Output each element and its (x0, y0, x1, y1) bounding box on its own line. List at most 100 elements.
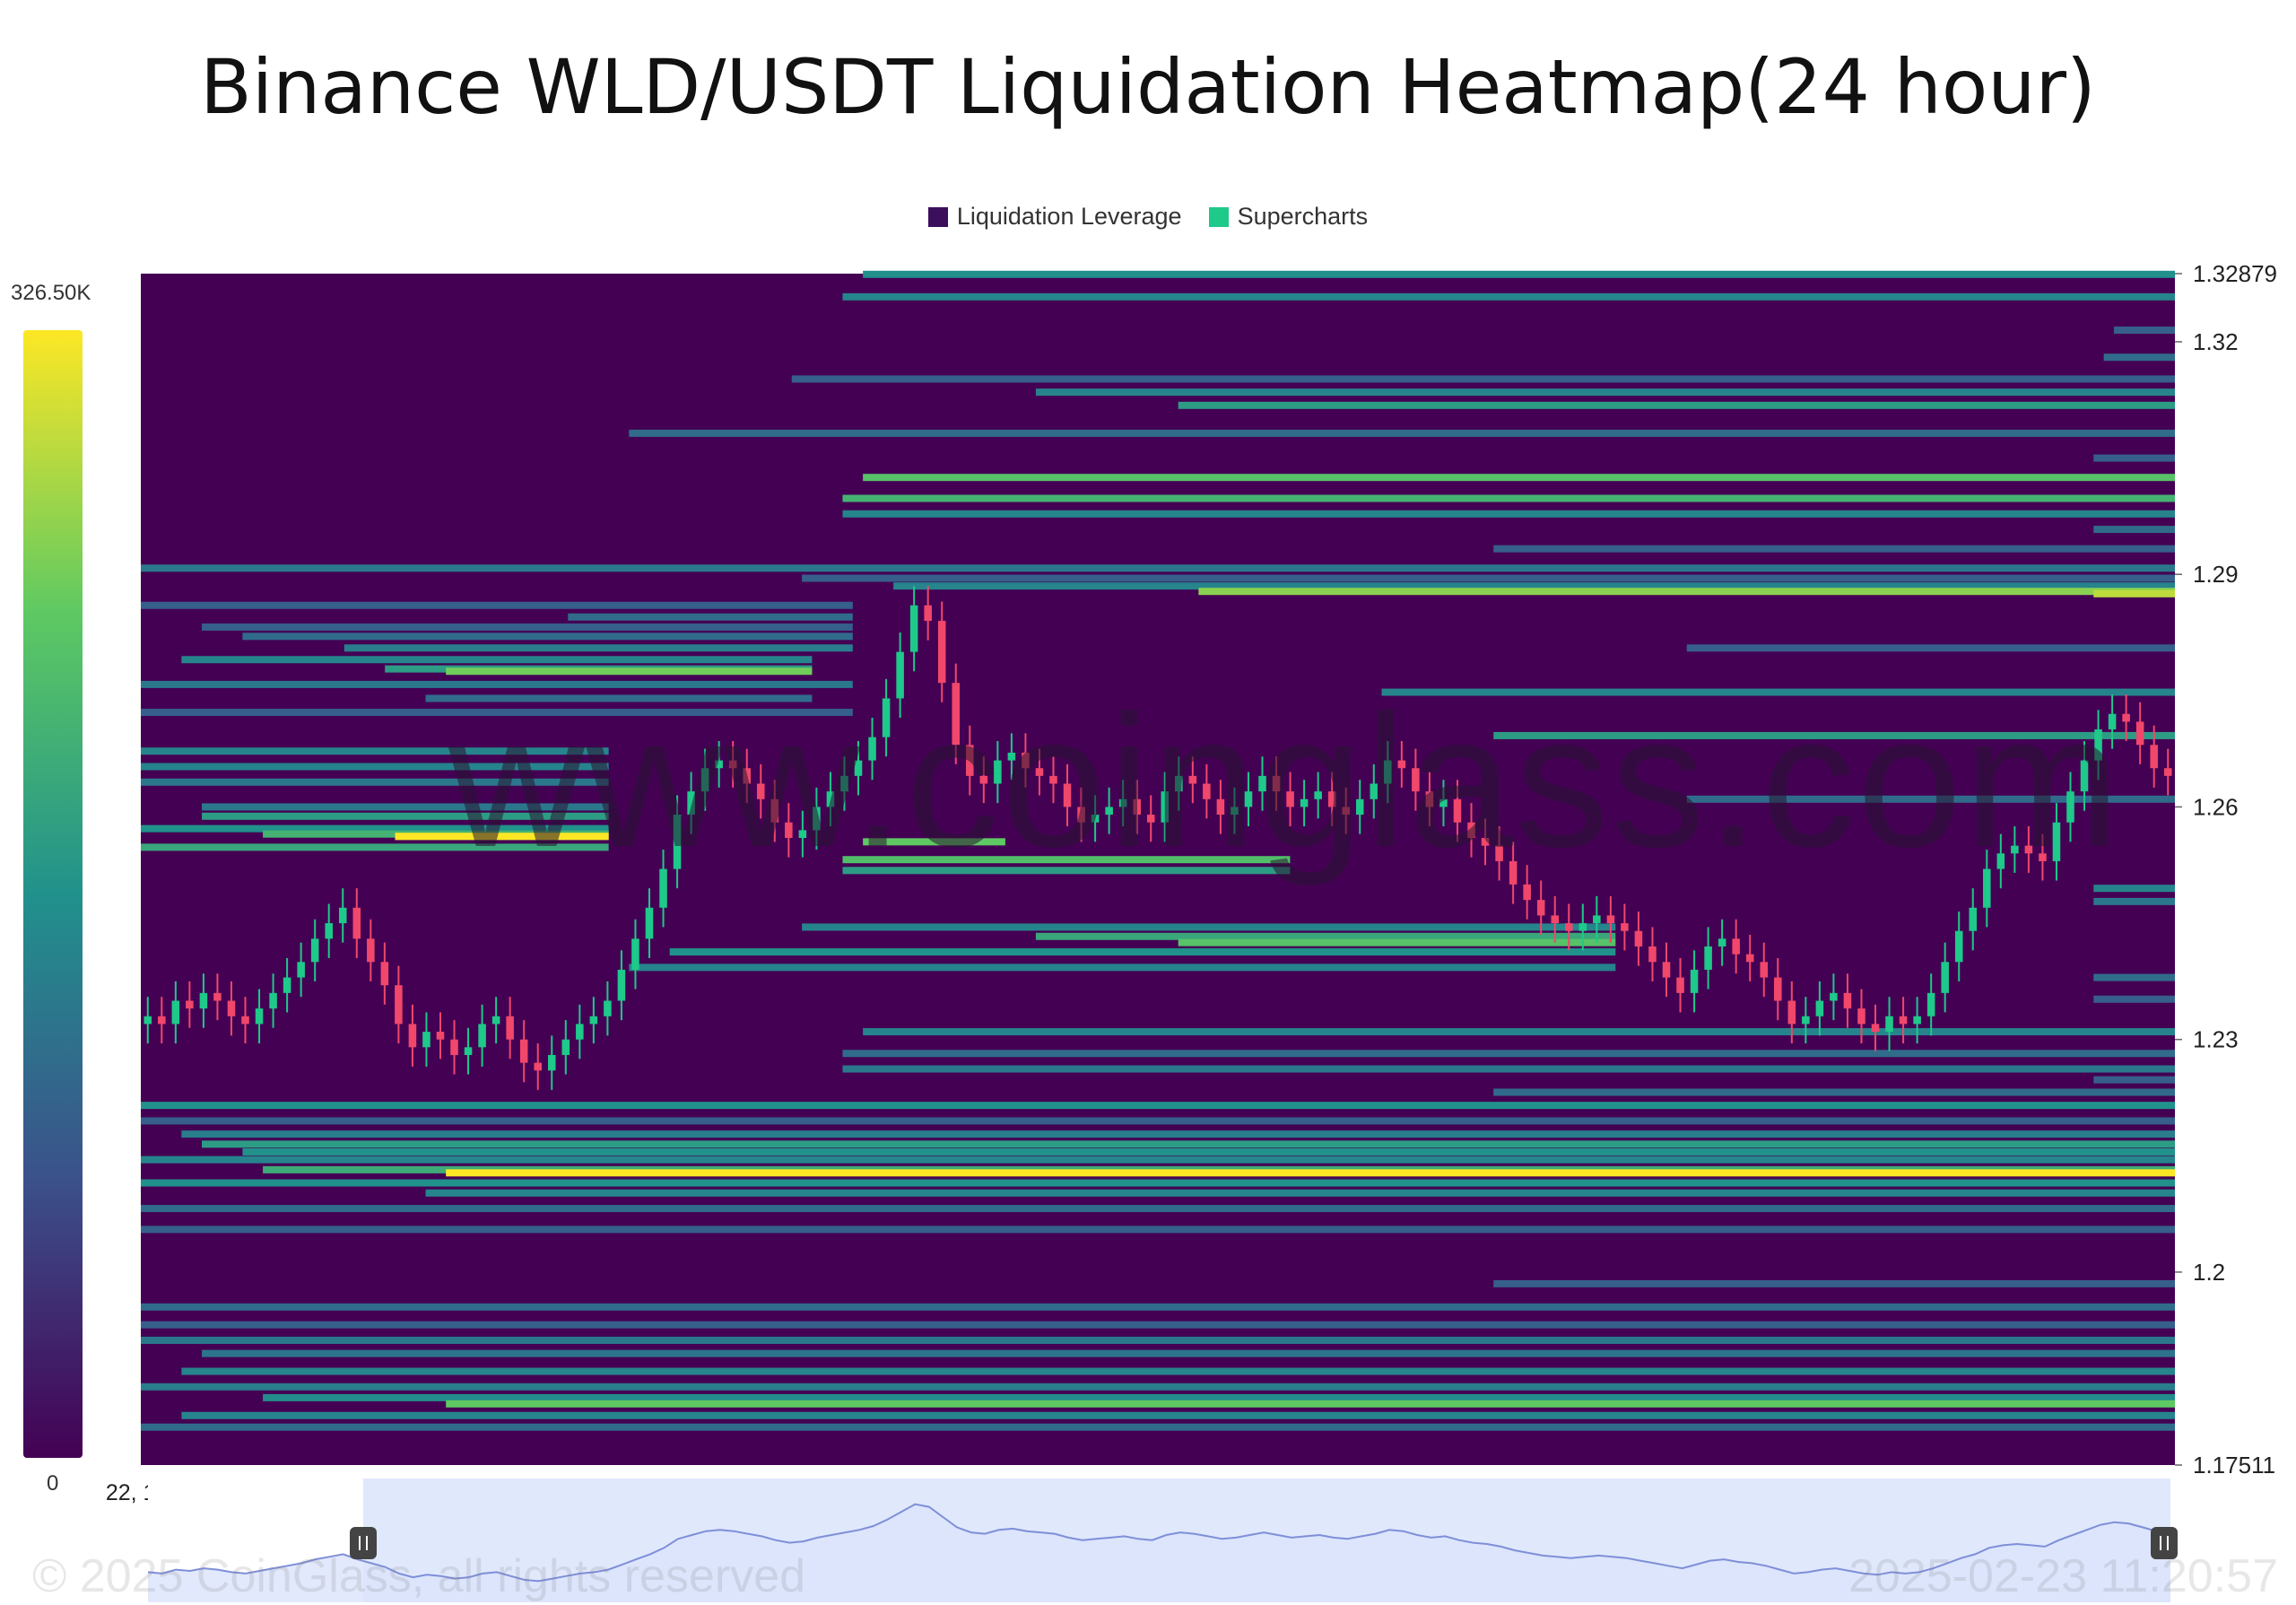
candle-body-44 (757, 783, 765, 799)
heat-band-81 (446, 1400, 2176, 1408)
heat-band-55 (2093, 995, 2175, 1003)
candle-body-131 (1969, 907, 1978, 931)
heat-band-50 (1035, 932, 1616, 940)
heat-band-52 (669, 948, 1616, 956)
candle-body-52 (868, 737, 876, 761)
candle-body-83 (1300, 798, 1309, 807)
candle-body-76 (1203, 783, 1211, 799)
candle-body-81 (1272, 775, 1281, 792)
candle-body-50 (840, 775, 848, 792)
heat-band-63 (181, 1130, 2175, 1138)
heat-band-45 (842, 856, 1291, 864)
heat-band-42 (395, 833, 609, 841)
heat-band-65 (242, 1147, 2176, 1156)
candle-body-79 (1244, 791, 1253, 807)
candle-body-91 (1412, 768, 1420, 792)
navigator-handle-right[interactable] (2151, 1527, 2178, 1559)
candle-body-145 (2163, 768, 2172, 776)
candle-body-88 (1370, 783, 1378, 799)
candle-body-64 (1035, 768, 1044, 776)
colorscale-bar (23, 330, 83, 1458)
heat-band-3 (2103, 353, 2175, 362)
candle-body-60 (979, 775, 988, 784)
heat-band-53 (629, 964, 1616, 972)
candle-body-130 (1954, 930, 1963, 963)
heat-band-79 (141, 1383, 2175, 1391)
candle-body-127 (1913, 1016, 1921, 1025)
candle-body-121 (1830, 992, 1838, 1001)
heat-band-75 (141, 1321, 2175, 1329)
legend-label-supercharts: Supercharts (1237, 203, 1369, 230)
candle-body-30 (561, 1039, 570, 1055)
heat-band-66 (141, 1156, 2175, 1164)
heat-band-2 (2113, 326, 2175, 334)
heat-band-30 (425, 694, 813, 702)
candle-body-62 (1007, 752, 1016, 761)
heat-band-62 (141, 1117, 2175, 1125)
candle-body-57 (937, 621, 946, 684)
heat-band-43 (863, 838, 1005, 846)
candle-body-24 (478, 1024, 486, 1048)
heat-band-44 (141, 843, 609, 851)
candle-body-98 (1509, 860, 1518, 885)
legend-swatch-supercharts (1208, 206, 1229, 227)
candle-body-9 (269, 992, 277, 1009)
candle-body-77 (1216, 798, 1225, 816)
candle-body-85 (1327, 791, 1336, 807)
colorscale-min-label: 0 (47, 1471, 59, 1496)
candle-body-103 (1578, 923, 1587, 931)
heat-band-0 (863, 270, 2175, 278)
heat-band-35 (141, 778, 609, 786)
legend-item-supercharts[interactable]: Supercharts (1208, 203, 1369, 231)
navigator-line (147, 1503, 2171, 1583)
heat-band-8 (2093, 454, 2175, 462)
candle-body-53 (882, 698, 891, 737)
candle-body-16 (367, 938, 375, 963)
colorscale-max-label: 326.50K (11, 281, 91, 305)
candle-body-71 (1133, 798, 1141, 816)
candle-body-49 (826, 791, 835, 807)
candle-body-116 (1760, 962, 1769, 978)
heat-band-76 (141, 1336, 2175, 1344)
heat-band-47 (2093, 885, 2175, 893)
heat-band-23 (344, 644, 853, 652)
candle-body-59 (966, 745, 974, 776)
legend-item-liquidation-leverage[interactable]: Liquidation Leverage (927, 203, 1182, 231)
heat-band-48 (2093, 897, 2175, 905)
candle-body-100 (1536, 900, 1545, 916)
candle-body-34 (617, 969, 626, 1001)
candle-body-138 (2066, 791, 2074, 823)
heat-band-17 (1198, 588, 2175, 596)
candle-body-70 (1118, 798, 1127, 807)
heat-band-29 (1381, 688, 2175, 696)
heat-band-77 (202, 1349, 2175, 1357)
candle-body-20 (422, 1032, 430, 1048)
candle-body-51 (854, 760, 863, 776)
candle-body-4 (199, 992, 208, 1009)
heat-band-46 (842, 867, 1291, 875)
candle-body-33 (604, 1000, 612, 1016)
candle-body-142 (2122, 713, 2130, 722)
candle-body-66 (1063, 783, 1072, 807)
candle-body-42 (728, 760, 737, 769)
candle-body-97 (1495, 845, 1503, 861)
navigator-handle-left[interactable] (350, 1527, 377, 1559)
candle-body-28 (534, 1062, 542, 1071)
candle-body-128 (1926, 992, 1935, 1016)
candle-body-86 (1342, 807, 1350, 816)
heat-band-72 (141, 1226, 2175, 1234)
candle-body-22 (450, 1039, 458, 1055)
heat-band-32 (1493, 731, 2175, 739)
candle-body-41 (715, 760, 723, 769)
y-tick-label-3: 1.26 (2193, 793, 2239, 820)
candle-body-96 (1481, 838, 1490, 846)
y-tick-label-0: 1.32879 (2193, 260, 2277, 287)
candle-body-47 (798, 830, 807, 839)
candle-body-67 (1077, 807, 1085, 823)
candle-body-117 (1774, 977, 1782, 1001)
candle-body-122 (1843, 992, 1852, 1009)
heat-band-38 (202, 812, 609, 820)
candle-body-112 (1704, 946, 1712, 970)
candle-body-114 (1732, 938, 1740, 955)
